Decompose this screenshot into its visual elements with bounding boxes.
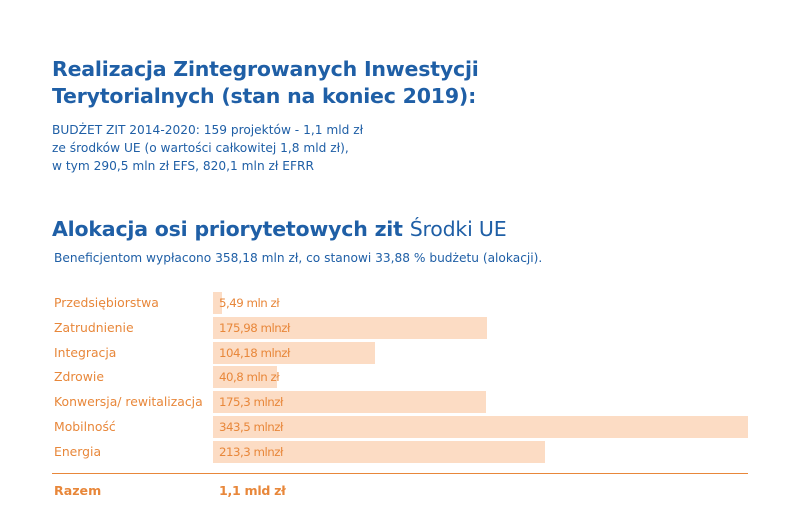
chart-heading-bold: Alokacja osi priorytetowych zit — [52, 217, 403, 241]
total-divider — [52, 473, 748, 474]
category-label: Integracja — [54, 344, 117, 360]
bar-value-label: 175,98 mlnzł — [219, 320, 290, 335]
category-label: Energia — [54, 443, 102, 459]
bar-1 — [213, 292, 222, 314]
budget-summary: BUDŻET ZIT 2014-2020: 159 projektów - 1,… — [52, 121, 363, 175]
main-title: Realizacja Zintegrowanych Inwestycji Ter… — [52, 56, 479, 110]
main-title-line-1: Realizacja Zintegrowanych Inwestycji — [52, 57, 479, 81]
bar-5 — [213, 391, 487, 414]
payout-note: Beneficjentom wypłacono 358,18 mln zł, c… — [54, 251, 543, 265]
main-title-line-2: Terytorialnych (stan na koniec 2019): — [52, 84, 477, 108]
chart-heading-light: Środki UE — [409, 217, 507, 241]
total-value: 1,1 mld zł — [219, 483, 286, 498]
bar-value-label: 213,3 mlnzł — [219, 444, 283, 459]
budget-line-1: BUDŻET ZIT 2014-2020: 159 projektów - 1,… — [52, 123, 364, 137]
bar-value-label: 40,8 mln zł — [219, 370, 280, 385]
bar-2 — [213, 316, 488, 339]
budget-line-3: w tym 290,5 mln zł EFS, 820,1 mln zł EFR… — [52, 159, 314, 173]
category-label: Przedsiębiorstwa — [54, 295, 159, 310]
bar-7 — [213, 440, 546, 463]
total-label: Razem — [54, 483, 102, 498]
bar-4 — [213, 366, 277, 389]
bar-value-label: 175,3 mlnzł — [219, 395, 283, 410]
chart-heading: Alokacja osi priorytetowych zit Środki U… — [52, 215, 507, 243]
bar-3 — [213, 341, 376, 364]
category-label: Zdrowie — [54, 369, 104, 385]
budget-line-2: ze środków UE (o wartości całkowitej 1,8… — [52, 141, 349, 155]
bar-value-label: 5,49 mln zł — [219, 296, 280, 310]
bar-value-label: 343,5 mlnzł — [219, 420, 283, 434]
category-label: Zatrudnienie — [54, 319, 134, 335]
category-label: Mobilność — [54, 419, 116, 434]
bar-6 — [213, 416, 748, 438]
bar-value-label: 104,18 mlnzł — [219, 345, 290, 360]
category-label: Konwersja/ rewitalizacja — [54, 394, 203, 410]
